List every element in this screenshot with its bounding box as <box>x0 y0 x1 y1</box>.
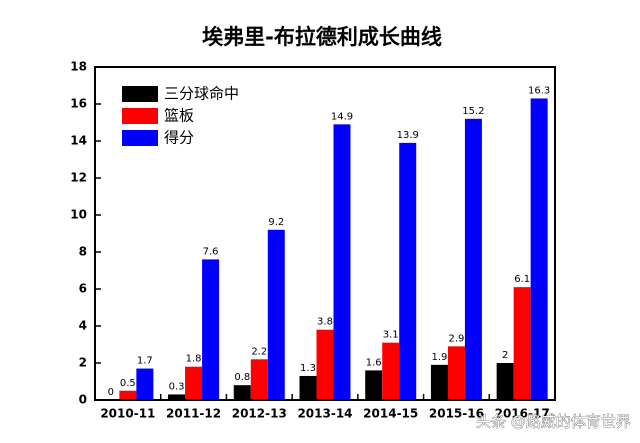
y-tick-label: 16 <box>70 97 87 111</box>
bar <box>447 346 465 400</box>
value-label: 2.9 <box>448 333 464 344</box>
x-tick-label: 2013-14 <box>297 407 352 421</box>
y-tick-label: 6 <box>79 282 87 296</box>
value-label: 0 <box>108 387 114 398</box>
x-tick-label: 2014-15 <box>363 407 418 421</box>
x-tick-label: 2010-11 <box>100 407 155 421</box>
legend-label: 三分球命中 <box>164 85 239 103</box>
bar <box>233 385 251 400</box>
bar <box>365 370 383 400</box>
value-label: 1.9 <box>431 352 447 363</box>
x-tick-label: 2015-16 <box>429 407 484 421</box>
bar <box>119 390 137 400</box>
value-label: 1.6 <box>366 357 382 368</box>
chart-title: 埃弗里-布拉德利成长曲线 <box>202 25 442 49</box>
y-tick-label: 12 <box>70 171 87 185</box>
value-label: 1.7 <box>137 356 153 367</box>
bar <box>185 366 203 400</box>
x-tick-label: 2011-12 <box>166 407 221 421</box>
bar <box>136 368 154 400</box>
value-label: 0.3 <box>169 381 185 392</box>
value-label: 0.5 <box>120 378 136 389</box>
bar <box>496 363 514 400</box>
value-label: 16.3 <box>528 85 550 96</box>
bar <box>530 98 548 400</box>
bar <box>202 259 220 400</box>
bar <box>382 342 400 400</box>
y-tick-label: 2 <box>79 356 87 370</box>
x-tick-label: 2012-13 <box>232 407 287 421</box>
legend-swatch <box>122 86 158 102</box>
value-label: 6.1 <box>514 274 530 285</box>
bar <box>267 229 285 400</box>
legend-swatch <box>122 130 158 146</box>
bar <box>316 329 334 400</box>
value-label: 7.6 <box>203 246 219 257</box>
bar <box>430 364 448 400</box>
bar <box>399 142 417 400</box>
legend-swatch <box>122 108 158 124</box>
bar <box>250 359 268 400</box>
y-tick-label: 18 <box>70 60 87 74</box>
plot-frame <box>94 66 556 401</box>
value-label: 1.3 <box>300 363 316 374</box>
legend-label: 得分 <box>164 129 194 147</box>
y-tick-label: 8 <box>79 245 87 259</box>
value-label: 3.8 <box>317 317 333 328</box>
bar <box>299 375 317 400</box>
value-label: 13.9 <box>397 130 419 141</box>
value-label: 3.1 <box>383 330 399 341</box>
y-tick-label: 10 <box>70 208 87 222</box>
value-label: 2.2 <box>251 346 267 357</box>
value-label: 9.2 <box>268 217 284 228</box>
y-tick-label: 0 <box>79 393 87 407</box>
value-label: 2 <box>502 350 508 361</box>
value-label: 0.8 <box>234 372 250 383</box>
y-tick-label: 14 <box>70 134 87 148</box>
bar <box>513 287 531 400</box>
bar <box>168 394 186 400</box>
value-label: 14.9 <box>331 111 353 122</box>
x-tick-label: 2016-17 <box>495 407 550 421</box>
watermark: 头条 @路威的体育世界 <box>476 413 631 431</box>
value-label: 1.8 <box>186 354 202 365</box>
value-label: 15.2 <box>462 106 484 117</box>
y-tick-label: 4 <box>79 319 87 333</box>
bar <box>333 124 351 400</box>
bar <box>464 118 482 401</box>
legend-label: 篮板 <box>164 107 194 125</box>
